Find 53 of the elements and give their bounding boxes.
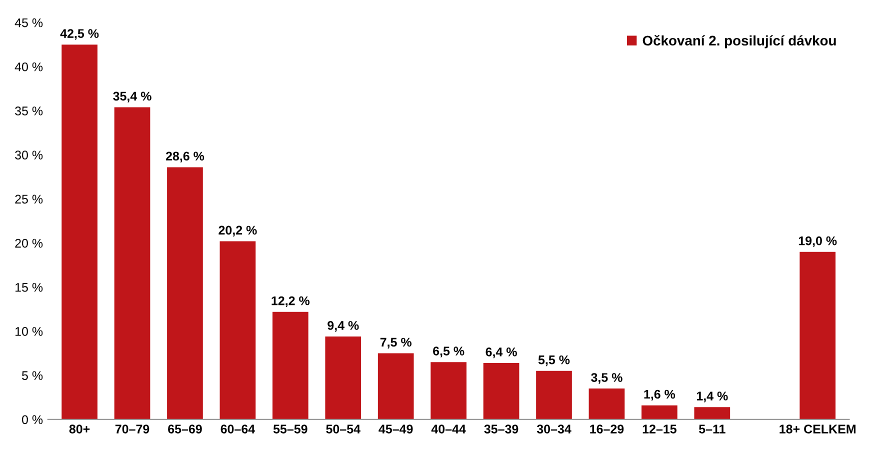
x-tick-label: 60–64: [220, 424, 256, 434]
data-label: 28,6 %: [166, 152, 204, 162]
x-tick-label: 12–15: [642, 424, 676, 434]
legend-label: Očkovaní 2. posilující dávkou: [642, 35, 836, 48]
y-tick-label: 0 %: [22, 415, 43, 424]
bar: [483, 362, 520, 420]
y-tick-label: 35 %: [15, 106, 43, 116]
bar: [220, 241, 256, 420]
y-tick-label: 5 %: [22, 371, 43, 380]
x-tick-label: 80+: [69, 424, 90, 434]
y-tick-label: 40 %: [14, 62, 43, 72]
x-tick-label: 18+ CELKEM: [780, 424, 856, 434]
bar: [378, 353, 414, 420]
bar: [62, 44, 98, 420]
data-label: 9,4 %: [328, 321, 359, 332]
y-tick-label: 45 %: [14, 18, 43, 28]
y-tick-label: 10 %: [16, 327, 43, 336]
y-tick-label: 20 %: [15, 238, 43, 248]
bar: [325, 336, 362, 420]
data-label: 7,5 %: [380, 338, 412, 348]
x-tick-label: 16–29: [590, 424, 624, 434]
data-label: 3,5 %: [591, 373, 622, 384]
y-tick-label: 15 %: [16, 282, 43, 292]
data-label: 6,4 %: [486, 347, 517, 358]
x-tick-label: 55–59: [273, 424, 308, 434]
y-tick-label: 25 %: [15, 194, 43, 204]
data-label: 12,2 %: [272, 296, 310, 308]
data-label: 42,5 %: [60, 29, 99, 40]
y-tick-label: 30 %: [15, 150, 43, 160]
x-tick-label: 70–79: [115, 424, 150, 434]
data-label: 35,4 %: [113, 92, 152, 102]
data-label: 19,0 %: [798, 236, 837, 248]
bar: [430, 362, 466, 420]
data-label: 6,5 %: [433, 346, 464, 358]
x-tick-label: 30–34: [536, 424, 572, 434]
bar: [800, 252, 836, 420]
bar: [642, 405, 678, 420]
x-tick-label: 5–11: [698, 424, 726, 434]
data-label: 20,2 %: [218, 226, 257, 236]
x-tick-label: 50–54: [326, 424, 360, 434]
data-label: 1,6 %: [644, 390, 676, 400]
x-tick-label: 45–49: [378, 424, 413, 434]
bar: [167, 167, 203, 420]
x-tick-label: 40–44: [431, 424, 466, 434]
bar: [272, 312, 308, 420]
data-label: 1,4 %: [696, 392, 728, 402]
bar: [536, 370, 572, 420]
x-tick-label: 65–69: [168, 424, 202, 434]
data-label: 5,5 %: [538, 355, 570, 366]
bar: [694, 407, 730, 420]
bar: [588, 388, 625, 420]
x-tick-label: 35–39: [484, 424, 518, 434]
bar: [114, 107, 150, 420]
